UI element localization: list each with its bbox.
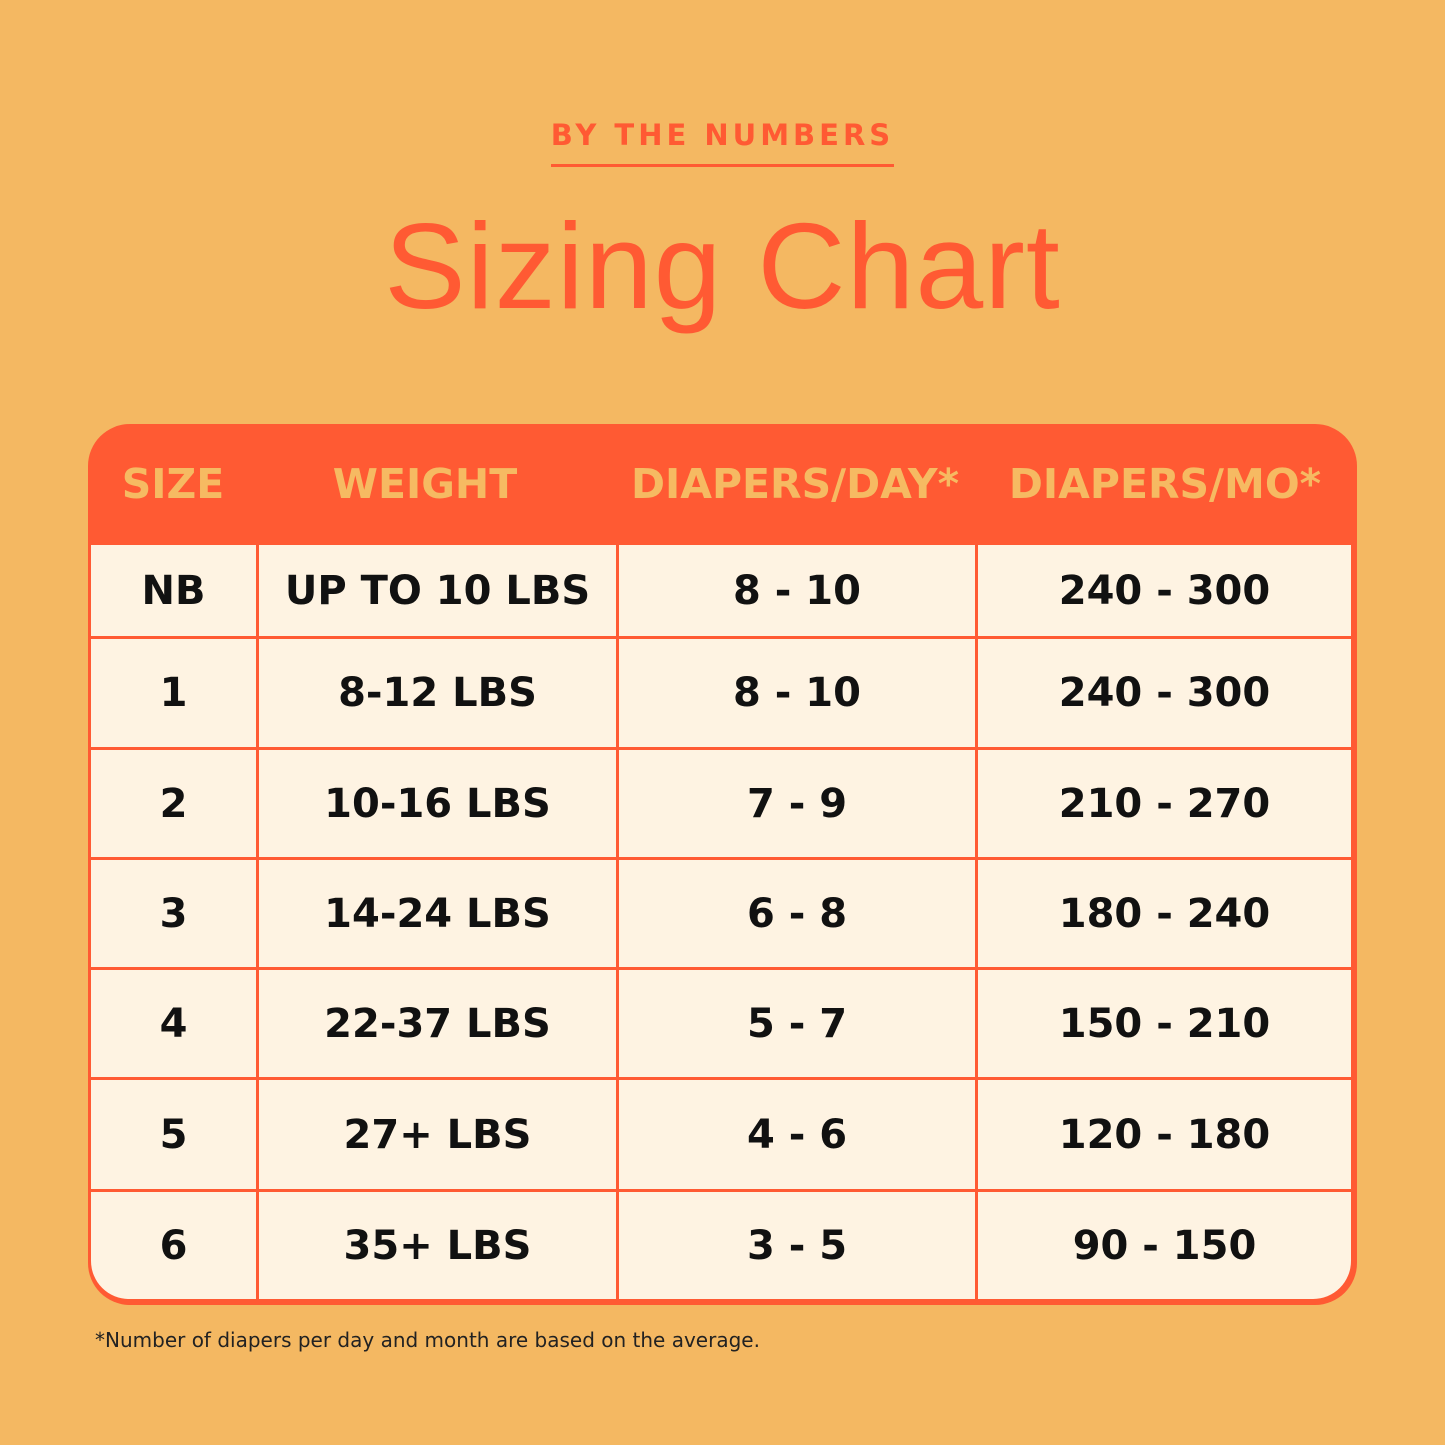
column-header: WEIGHT <box>332 460 518 508</box>
table-cell: UP TO 10 LBS <box>259 545 616 636</box>
table-cell: NB <box>91 545 256 636</box>
table-cell: 210 - 270 <box>978 750 1351 857</box>
table-cell: 5 <box>91 1080 256 1189</box>
table-cell: 120 - 180 <box>978 1080 1351 1189</box>
footnote: *Number of diapers per day and month are… <box>95 1328 760 1352</box>
table-cell: 240 - 300 <box>978 639 1351 747</box>
page-title: Sizing Chart <box>384 198 1061 334</box>
table-cell: 7 - 9 <box>619 750 975 857</box>
table-cell: 6 - 8 <box>619 860 975 967</box>
table-cell: 10-16 LBS <box>259 750 616 857</box>
sizing-table: SIZE WEIGHT DIAPERS/DAY* DIAPERS/MO* NB UP T… <box>88 424 1357 1305</box>
table-cell: 5 - 7 <box>619 970 975 1077</box>
table-cell: 4 - 6 <box>619 1080 975 1189</box>
table-cell: 4 <box>91 970 256 1077</box>
table-cell: 150 - 210 <box>978 970 1351 1077</box>
column-header: DIAPERS/DAY* <box>630 460 960 508</box>
table-cell: 1 <box>91 639 256 747</box>
table-header: SIZE WEIGHT DIAPERS/DAY* DIAPERS/MO* <box>88 424 1357 543</box>
table-cell: 90 - 150 <box>978 1192 1351 1299</box>
table-cell: 14-24 LBS <box>259 860 616 967</box>
table-cell: 2 <box>91 750 256 857</box>
table-cell: 27+ LBS <box>259 1080 616 1189</box>
column-header: DIAPERS/MO* <box>1008 460 1322 508</box>
table-cell: 8 - 10 <box>619 545 975 636</box>
table-cell: 8 - 10 <box>619 639 975 747</box>
table-cell: 3 - 5 <box>619 1192 975 1299</box>
table-cell: 6 <box>91 1192 256 1299</box>
eyebrow: BY THE NUMBERS <box>0 118 1445 167</box>
table-cell: 8-12 LBS <box>259 639 616 747</box>
table-cell: 240 - 300 <box>978 545 1351 636</box>
table-cell: 180 - 240 <box>978 860 1351 967</box>
eyebrow-text: BY THE NUMBERS <box>550 118 895 167</box>
table-cell: 3 <box>91 860 256 967</box>
column-header: SIZE <box>121 460 225 508</box>
table-cell: 22-37 LBS <box>259 970 616 1077</box>
table-cell: 35+ LBS <box>259 1192 616 1299</box>
